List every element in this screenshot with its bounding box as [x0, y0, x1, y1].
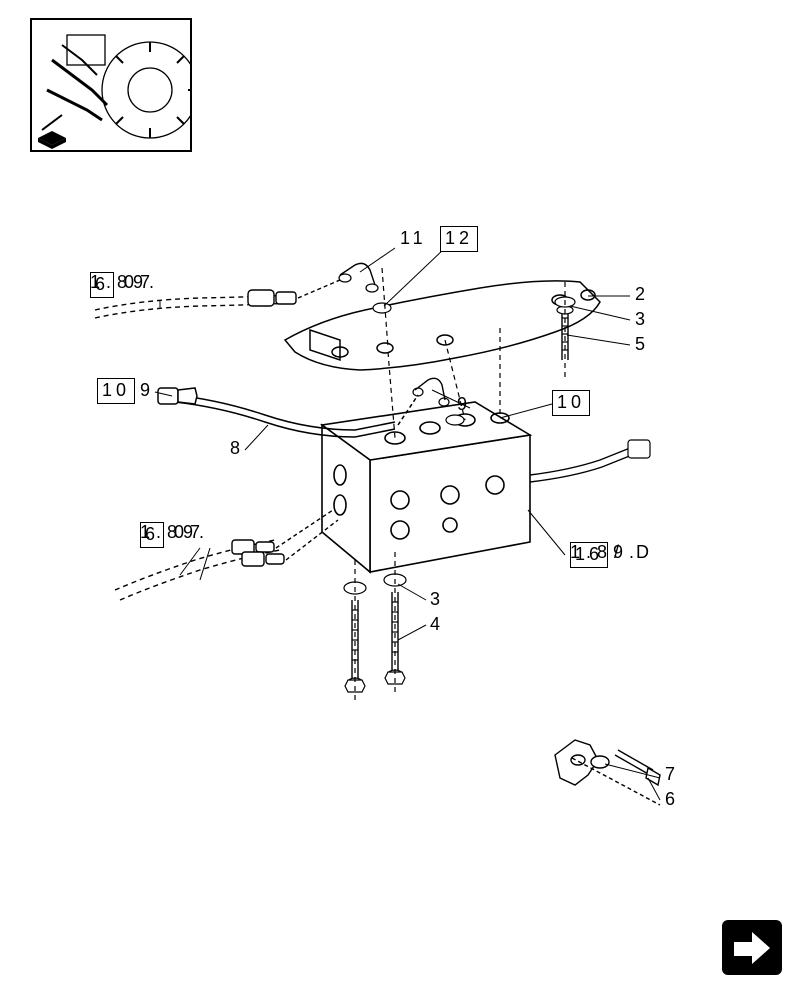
callout-2: 2 — [635, 284, 649, 305]
ref-2: 1.89. 6 07 — [140, 522, 164, 548]
callout-8: 8 — [230, 438, 244, 459]
mounting-bracket — [285, 281, 600, 370]
ref-2-post: 07 — [174, 522, 206, 543]
callout-11: 11 — [400, 228, 427, 249]
ref-1-post: 07 — [124, 272, 156, 293]
clamp-bracket — [555, 740, 660, 805]
callout-7: 7 — [665, 764, 679, 785]
callout-10a: 10 — [97, 378, 135, 404]
callout-9b: 9 — [457, 394, 471, 415]
callout-9a: 9 — [140, 380, 154, 401]
callout-3b: 3 — [430, 589, 444, 610]
next-page-arrow[interactable] — [722, 920, 782, 975]
callout-5: 5 — [635, 334, 649, 355]
arrow-icon — [722, 920, 782, 975]
callout-12: 12 — [440, 226, 478, 252]
valve-block — [322, 402, 530, 572]
callout-4: 4 — [430, 614, 444, 635]
bolts-lower — [344, 552, 406, 700]
callout-10b: 10 — [552, 390, 590, 416]
callout-3a: 3 — [635, 309, 649, 330]
callout-6: 6 — [665, 789, 679, 810]
hose-lower — [115, 540, 280, 600]
ref-1: 1.89. 6 07 — [90, 272, 114, 298]
ref-3-post: / D — [614, 542, 655, 563]
ref-3: 1.89. 16 / D — [570, 542, 608, 568]
exploded-diagram — [0, 0, 812, 1000]
